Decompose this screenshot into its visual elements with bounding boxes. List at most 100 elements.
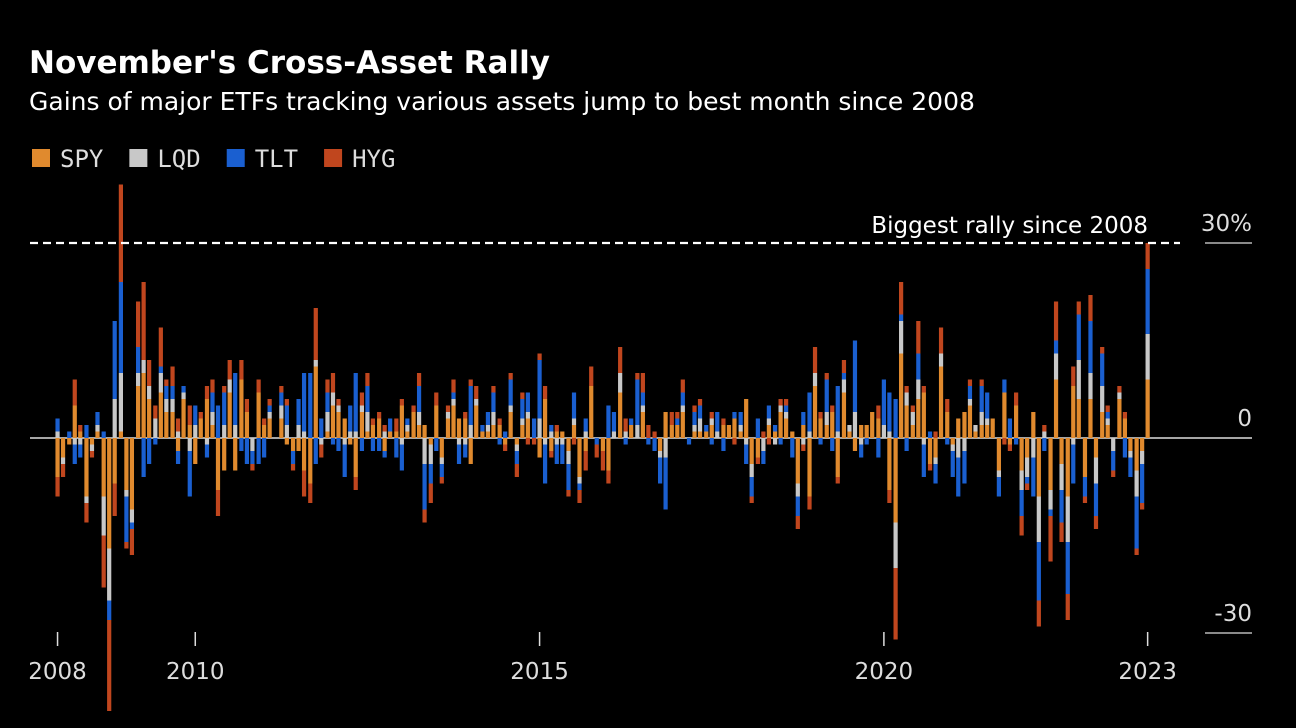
bar-segment: [262, 425, 267, 438]
bar-segment: [175, 418, 181, 432]
bar-segment: [370, 438, 376, 451]
bar-segment: [439, 457, 444, 464]
bar-segment: [933, 457, 938, 464]
bar-segment: [348, 438, 353, 445]
bar-segment: [353, 477, 358, 490]
bar-segment: [1059, 438, 1064, 464]
bar-segment: [325, 431, 330, 438]
bar-segment: [1117, 392, 1122, 399]
bar-segment: [1025, 438, 1030, 458]
bar-segment: [675, 418, 680, 425]
bar-segment: [84, 496, 89, 503]
bar-segment: [945, 438, 950, 445]
bar-segment: [233, 438, 238, 471]
bar-segment: [835, 386, 840, 432]
bar-segment: [1065, 594, 1070, 620]
bar-segment: [416, 412, 422, 425]
bar-segment: [1076, 314, 1081, 360]
bar-segment: [485, 412, 491, 425]
legend-label: SPY: [60, 145, 104, 173]
bar-segment: [215, 405, 221, 438]
bar-segment: [244, 438, 250, 464]
bar-segment: [308, 483, 313, 503]
bar-segment: [136, 386, 141, 438]
bar-segment: [187, 425, 192, 438]
bar-segment: [365, 431, 370, 438]
bar-segment: [445, 412, 451, 419]
bar-segment: [1002, 392, 1007, 438]
bar-segment: [629, 418, 634, 425]
bar-segment: [308, 438, 313, 484]
bar-segment: [904, 392, 909, 406]
bar-segment: [652, 438, 657, 451]
bar-segment: [818, 412, 823, 419]
bar-segment: [835, 431, 840, 438]
bar-segment: [330, 392, 336, 406]
bar-segment: [439, 464, 444, 477]
bar-segment: [996, 470, 1001, 477]
bar-segment: [370, 418, 376, 425]
bar-segment: [967, 399, 973, 406]
bar-segment: [1059, 522, 1064, 542]
bar-segment: [267, 412, 272, 419]
bar-segment: [1128, 451, 1133, 458]
bar-segment: [382, 431, 387, 438]
bar-segment: [916, 379, 921, 399]
bar-segment: [1140, 438, 1145, 451]
bar-segment: [198, 418, 203, 438]
bar-segment: [175, 431, 181, 438]
bar-segment: [520, 418, 525, 425]
bar-segment: [841, 379, 847, 393]
bar-segment: [336, 412, 341, 438]
bar-segment: [158, 373, 163, 393]
bar-segment: [1031, 438, 1036, 458]
bar-segment: [1105, 425, 1110, 438]
bar-segment: [824, 373, 829, 380]
bar-segment: [325, 379, 330, 393]
legend-swatch: [324, 149, 343, 167]
bar-segment: [267, 418, 272, 438]
bar-segment: [336, 438, 341, 451]
bar-segment: [704, 431, 709, 438]
bar-segment: [474, 405, 479, 438]
bar-segment: [1042, 438, 1047, 451]
bar-segment: [899, 314, 904, 321]
bar-segment: [55, 418, 60, 432]
bar-segment: [841, 392, 847, 438]
bar-segment: [1019, 470, 1024, 490]
bar-segment: [348, 431, 353, 438]
bar-segment: [451, 379, 456, 393]
bar-segment: [709, 425, 714, 438]
bar-segment: [284, 438, 289, 445]
legend-swatch: [32, 149, 50, 167]
bar-segment: [284, 425, 289, 438]
bar-segment: [921, 444, 926, 477]
y-tick-label: 0: [1237, 406, 1252, 432]
bar-segment: [807, 431, 812, 438]
bar-segment: [1014, 438, 1019, 445]
bar-segment: [382, 425, 387, 432]
bar-segment: [456, 418, 462, 438]
bar-segment: [893, 522, 898, 568]
bar-segment: [956, 418, 961, 438]
bar-segment: [514, 464, 519, 477]
bar-segment: [1122, 412, 1128, 419]
bar-segment: [1048, 516, 1053, 562]
bar-segment: [497, 438, 502, 445]
bar-segment: [542, 399, 548, 438]
bar-segment: [95, 431, 100, 438]
bar-segment: [491, 392, 496, 412]
bar-segment: [807, 438, 812, 497]
bar-segment: [153, 405, 158, 419]
bar-segment: [210, 392, 215, 412]
bar-segment: [175, 451, 181, 464]
bar-segment: [319, 444, 324, 458]
bar-segment: [640, 405, 645, 412]
bar-segment: [463, 444, 468, 458]
bar-segment: [640, 373, 645, 393]
bar-segment: [175, 438, 181, 451]
bar-segment: [680, 379, 685, 393]
bar-segment: [468, 379, 473, 386]
bar-segment: [904, 405, 909, 438]
bar-segment: [301, 373, 307, 432]
